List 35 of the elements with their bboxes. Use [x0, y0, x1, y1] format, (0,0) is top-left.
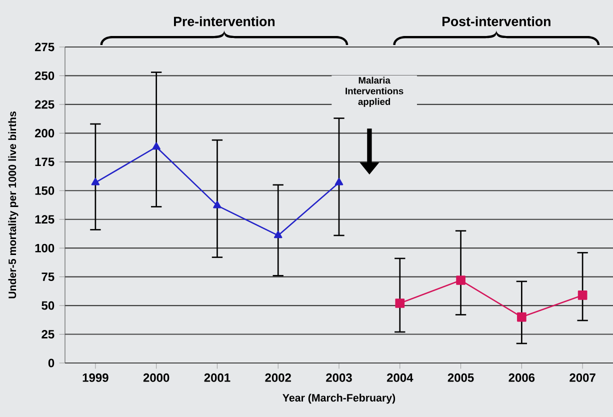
y-tick-label: 200 — [34, 128, 54, 138]
y-tick-label: 125 — [35, 215, 54, 224]
point — [456, 276, 466, 285]
x-tick-label: 2007 — [570, 373, 596, 382]
y-axis-title: Under-5 mortality per 1000 live births — [8, 111, 18, 298]
y-tick-label: 75 — [42, 272, 54, 282]
point — [152, 142, 160, 150]
point — [274, 230, 282, 238]
x-axis-title: Year (March-February) — [282, 394, 396, 404]
y-tick-label: 100 — [35, 244, 54, 252]
x-tick-label: 2006 — [508, 373, 535, 382]
point — [395, 298, 405, 308]
y-tick-label: 25 — [42, 330, 54, 339]
y-tick-label: 50 — [42, 301, 54, 310]
y-tick-label: 175 — [35, 158, 54, 166]
x-tick-label: 2002 — [265, 373, 291, 382]
text: Post-intervention — [442, 16, 550, 26]
point — [213, 200, 222, 208]
annotation: Malaria Interventions applied — [346, 76, 404, 107]
text: Pre-intervention — [174, 16, 275, 26]
point — [578, 290, 588, 300]
x-tick-label: 2000 — [143, 373, 170, 382]
y-tick-label: 150 — [35, 186, 54, 195]
x-tick-label: 2005 — [448, 373, 474, 382]
point — [91, 178, 100, 186]
x-tick-label: 2003 — [326, 373, 352, 382]
x-tick-label: 1999 — [82, 373, 108, 382]
y-tick-label: 0 — [48, 358, 54, 368]
x-tick-label: 2001 — [204, 373, 230, 382]
y-tick-label: 275 — [34, 42, 54, 52]
point — [517, 312, 526, 322]
y-tick-label: 225 — [34, 100, 54, 109]
y-tick-label: 250 — [34, 71, 54, 80]
x-tick-label: 2004 — [386, 373, 414, 382]
point — [334, 178, 344, 186]
